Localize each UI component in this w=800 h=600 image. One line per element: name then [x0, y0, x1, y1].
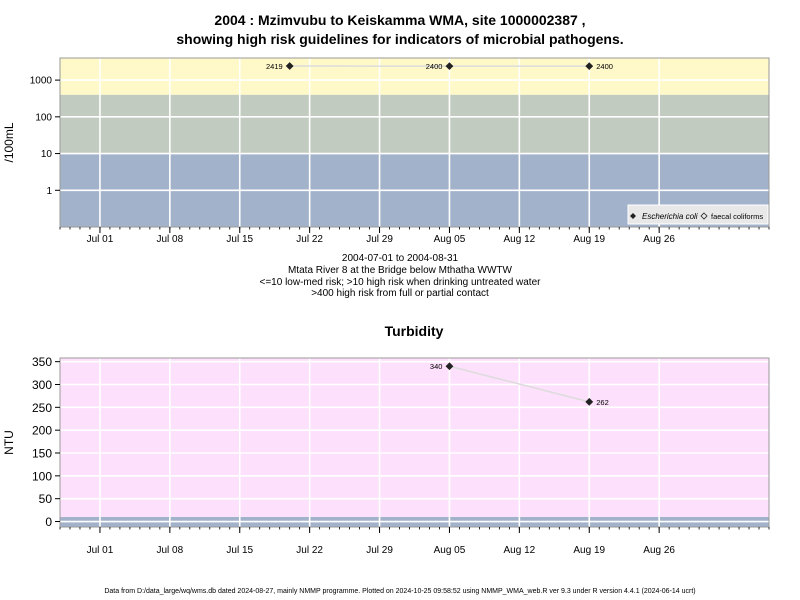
pathogen-frame [59, 57, 770, 228]
turbidity-ytick-label: 150 [32, 447, 52, 461]
pathogen-xtick-label: Jul 01 [87, 234, 114, 245]
turbidity-xtick-label: Aug 26 [643, 545, 675, 556]
turbidity-ytick-label: 0 [45, 515, 52, 529]
pathogen-ytick-label: 1000 [30, 76, 53, 87]
turbidity-frame [59, 357, 770, 528]
pathogen-ytick-label: 1 [46, 186, 52, 197]
pathogen-xtick-label: Jul 29 [366, 234, 393, 245]
pathogen-data-point [585, 62, 594, 71]
turbidity-risk-band [60, 358, 769, 517]
turbidity-ytick-label: 250 [32, 401, 52, 415]
turbidity-ytick-label: 300 [32, 378, 52, 392]
site-description: Mtata River 8 at the Bridge below Mthath… [288, 265, 512, 276]
turbidity-ytick-label: 50 [39, 492, 53, 506]
turbidity-ytick-label: 200 [32, 424, 52, 438]
turbidity-data-point [585, 397, 594, 406]
legend-faecal-label: faecal coliforms [711, 212, 763, 221]
pathogen-data-point [445, 62, 454, 71]
chart-title-line1: 2004 : Mzimvubu to Keiskamma WMA, site 1… [214, 12, 586, 28]
pathogen-xtick-label: Jul 08 [157, 234, 184, 245]
risk-note-drinking: <=10 low-med risk; >10 high risk when dr… [259, 277, 541, 288]
pathogen-data-label: 2419 [266, 62, 283, 71]
turbidity-title: Turbidity [385, 323, 444, 339]
pathogen-xtick-label: Aug 19 [573, 234, 605, 245]
pathogen-data-label: 2400 [426, 62, 443, 71]
legend-ecoli-marker [630, 213, 636, 219]
pathogen-ytick-label: 100 [35, 112, 52, 123]
pathogen-xtick-label: Aug 05 [434, 234, 466, 245]
legend-faecal-marker [700, 212, 708, 220]
footer-note: Data from D:/data_large/wq/wms.db dated … [104, 588, 696, 595]
pathogen-ytick-label: 10 [41, 149, 53, 160]
turbidity-data-label: 262 [596, 398, 609, 407]
turbidity-data-label: 340 [430, 362, 443, 371]
pathogen-data-point [285, 62, 294, 70]
pathogen-ylabel: /100mL [2, 122, 16, 162]
pathogen-xtick-label: Aug 12 [504, 234, 536, 245]
turbidity-xtick-label: Jul 29 [366, 545, 393, 556]
chart-title-line2: showing high risk guidelines for indicat… [176, 31, 624, 47]
pathogen-xtick-label: Jul 22 [296, 234, 323, 245]
turbidity-xtick-label: Jul 08 [157, 545, 184, 556]
turbidity-xtick-label: Aug 05 [434, 545, 466, 556]
turbidity-xtick-label: Jul 01 [87, 545, 114, 556]
turbidity-data-point [445, 362, 454, 371]
turbidity-xtick-label: Aug 19 [573, 545, 605, 556]
turbidity-series-line [449, 365, 590, 403]
risk-note-contact: >400 high risk from full or partial cont… [311, 288, 489, 299]
turbidity-xtick-label: Aug 12 [504, 545, 536, 556]
pathogen-data-label: 2400 [596, 62, 613, 71]
turbidity-xtick-label: Jul 15 [226, 545, 253, 556]
pathogen-risk-band [60, 58, 769, 95]
turbidity-ytick-label: 100 [32, 469, 52, 483]
legend-ecoli-label: Escherichia coli [642, 212, 698, 221]
turbidity-ylabel: NTU [2, 430, 16, 455]
pathogen-risk-band [60, 94, 769, 154]
legend-box [627, 204, 769, 225]
pathogen-xtick-label: Jul 15 [226, 234, 253, 245]
turbidity-xtick-label: Jul 22 [296, 545, 323, 556]
pathogen-xtick-label: Aug 26 [643, 234, 675, 245]
turbidity-ytick-label: 350 [32, 355, 52, 369]
date-range: 2004-07-01 to 2004-08-31 [341, 253, 459, 264]
